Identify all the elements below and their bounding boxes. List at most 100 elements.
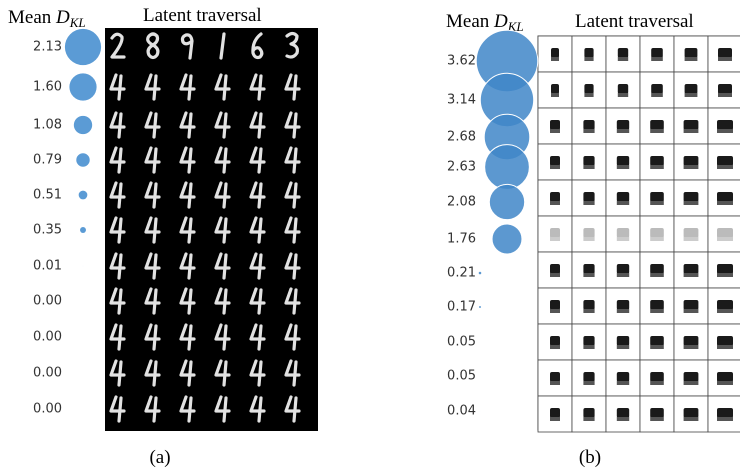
chair-image [717, 264, 733, 274]
chair-image [583, 156, 594, 166]
chair-image [617, 156, 629, 166]
chair-image [618, 84, 628, 94]
chair-image [583, 201, 594, 205]
chair-image [684, 408, 699, 418]
kl-value: 0.05 [447, 335, 476, 350]
kl-value: 0.04 [447, 404, 476, 419]
traversal-label: Latent traversal [143, 5, 262, 26]
chair-image [617, 408, 629, 418]
kl-value: 3.62 [447, 54, 476, 69]
chair-image [650, 201, 664, 205]
kl-value: 0.35 [33, 223, 62, 238]
chair-image [583, 417, 594, 421]
chair-image [617, 336, 629, 346]
chair-image [584, 93, 593, 97]
kl-value: 1.08 [33, 118, 62, 133]
chair-image [684, 201, 699, 205]
kl-bubble [478, 271, 482, 275]
kl-value: 0.00 [33, 330, 62, 345]
chair-image [717, 300, 733, 310]
traversal-label: Latent traversal [575, 11, 694, 32]
chair-image [584, 57, 593, 61]
chair-image [718, 84, 732, 94]
chair-image [717, 336, 733, 346]
chair-image [684, 228, 699, 238]
chair-image [717, 273, 733, 277]
kl-value: 0.79 [33, 153, 62, 168]
figure: Mean DKL Latent traversal (a) Mean DKL L… [0, 0, 740, 469]
chair-image [717, 228, 733, 238]
kl-value: 2.68 [447, 130, 476, 145]
mean-label: Mean DKL [8, 7, 86, 30]
chair-image [550, 273, 560, 277]
chair-image [685, 48, 698, 58]
chair-image [650, 156, 664, 166]
chair-image [583, 264, 594, 274]
kl-bubble [492, 224, 522, 254]
chair-image [617, 372, 629, 382]
chair-image [550, 345, 560, 349]
chair-image [617, 237, 629, 241]
kl-value: 0.17 [447, 300, 476, 315]
chair-image [617, 129, 629, 133]
chair-image [717, 165, 733, 169]
chair-image [717, 237, 733, 241]
chair-image [650, 237, 664, 241]
chair-image [617, 345, 629, 349]
chair-image [584, 48, 593, 58]
chair-image [650, 300, 664, 310]
kl-value: 0.00 [33, 402, 62, 417]
chair-image [685, 84, 698, 94]
chair-image [583, 237, 594, 241]
kl-bubble [65, 29, 101, 65]
chair-image [684, 129, 699, 133]
chair-image [551, 48, 559, 58]
chair-image [717, 372, 733, 382]
chair-image [684, 156, 699, 166]
chair-image [684, 192, 699, 202]
chair-image [651, 93, 663, 97]
chair-image [617, 165, 629, 169]
caption: (a) [149, 447, 170, 468]
chair-image [685, 57, 698, 61]
chair-image [684, 264, 699, 274]
chair-image [684, 273, 699, 277]
kl-bubble [489, 184, 524, 219]
chair-image [550, 129, 560, 133]
chair-image [650, 372, 664, 382]
chair-image [584, 84, 593, 94]
chair-image [650, 129, 664, 133]
kl-value: 2.63 [447, 160, 476, 175]
chair-image [583, 336, 594, 346]
kl-value: 0.00 [33, 366, 62, 381]
chair-image [684, 237, 699, 241]
chair-image [618, 93, 628, 97]
chair-image [550, 165, 560, 169]
chair-image [583, 129, 594, 133]
chair-image [717, 345, 733, 349]
chair-image [617, 273, 629, 277]
chair-image [618, 48, 628, 58]
chair-image [684, 120, 699, 130]
kl-value: 2.08 [447, 195, 476, 210]
chair-image [583, 345, 594, 349]
kl-bubble [80, 227, 86, 233]
kl-value: 3.14 [447, 93, 476, 108]
chair-image [717, 381, 733, 385]
chair-image [617, 381, 629, 385]
kl-bubble [485, 145, 530, 190]
chair-image [550, 120, 560, 130]
chair-image [650, 345, 664, 349]
chair-image [583, 273, 594, 277]
kl-value: 2.13 [33, 40, 62, 55]
chair-image [551, 57, 559, 61]
chair-image [551, 84, 559, 94]
chair-image [650, 336, 664, 346]
chair-image [617, 228, 629, 238]
chair-image [684, 417, 699, 421]
chair-image [550, 201, 560, 205]
chair-image [617, 201, 629, 205]
chair-image [651, 84, 663, 94]
chair-image [551, 93, 559, 97]
chair-image [717, 192, 733, 202]
